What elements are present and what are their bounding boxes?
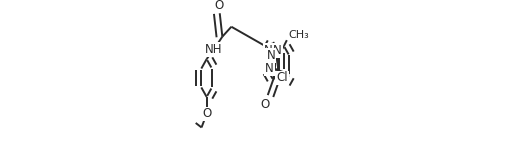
Text: NH: NH [205,43,222,56]
Text: N: N [264,44,273,57]
Text: O: O [261,98,270,111]
Text: O: O [214,0,224,12]
Text: CH₃: CH₃ [289,30,309,40]
Text: N: N [274,44,282,57]
Text: Cl: Cl [276,71,288,84]
Text: O: O [202,107,211,120]
Text: N: N [266,49,275,62]
Text: N: N [265,62,274,75]
